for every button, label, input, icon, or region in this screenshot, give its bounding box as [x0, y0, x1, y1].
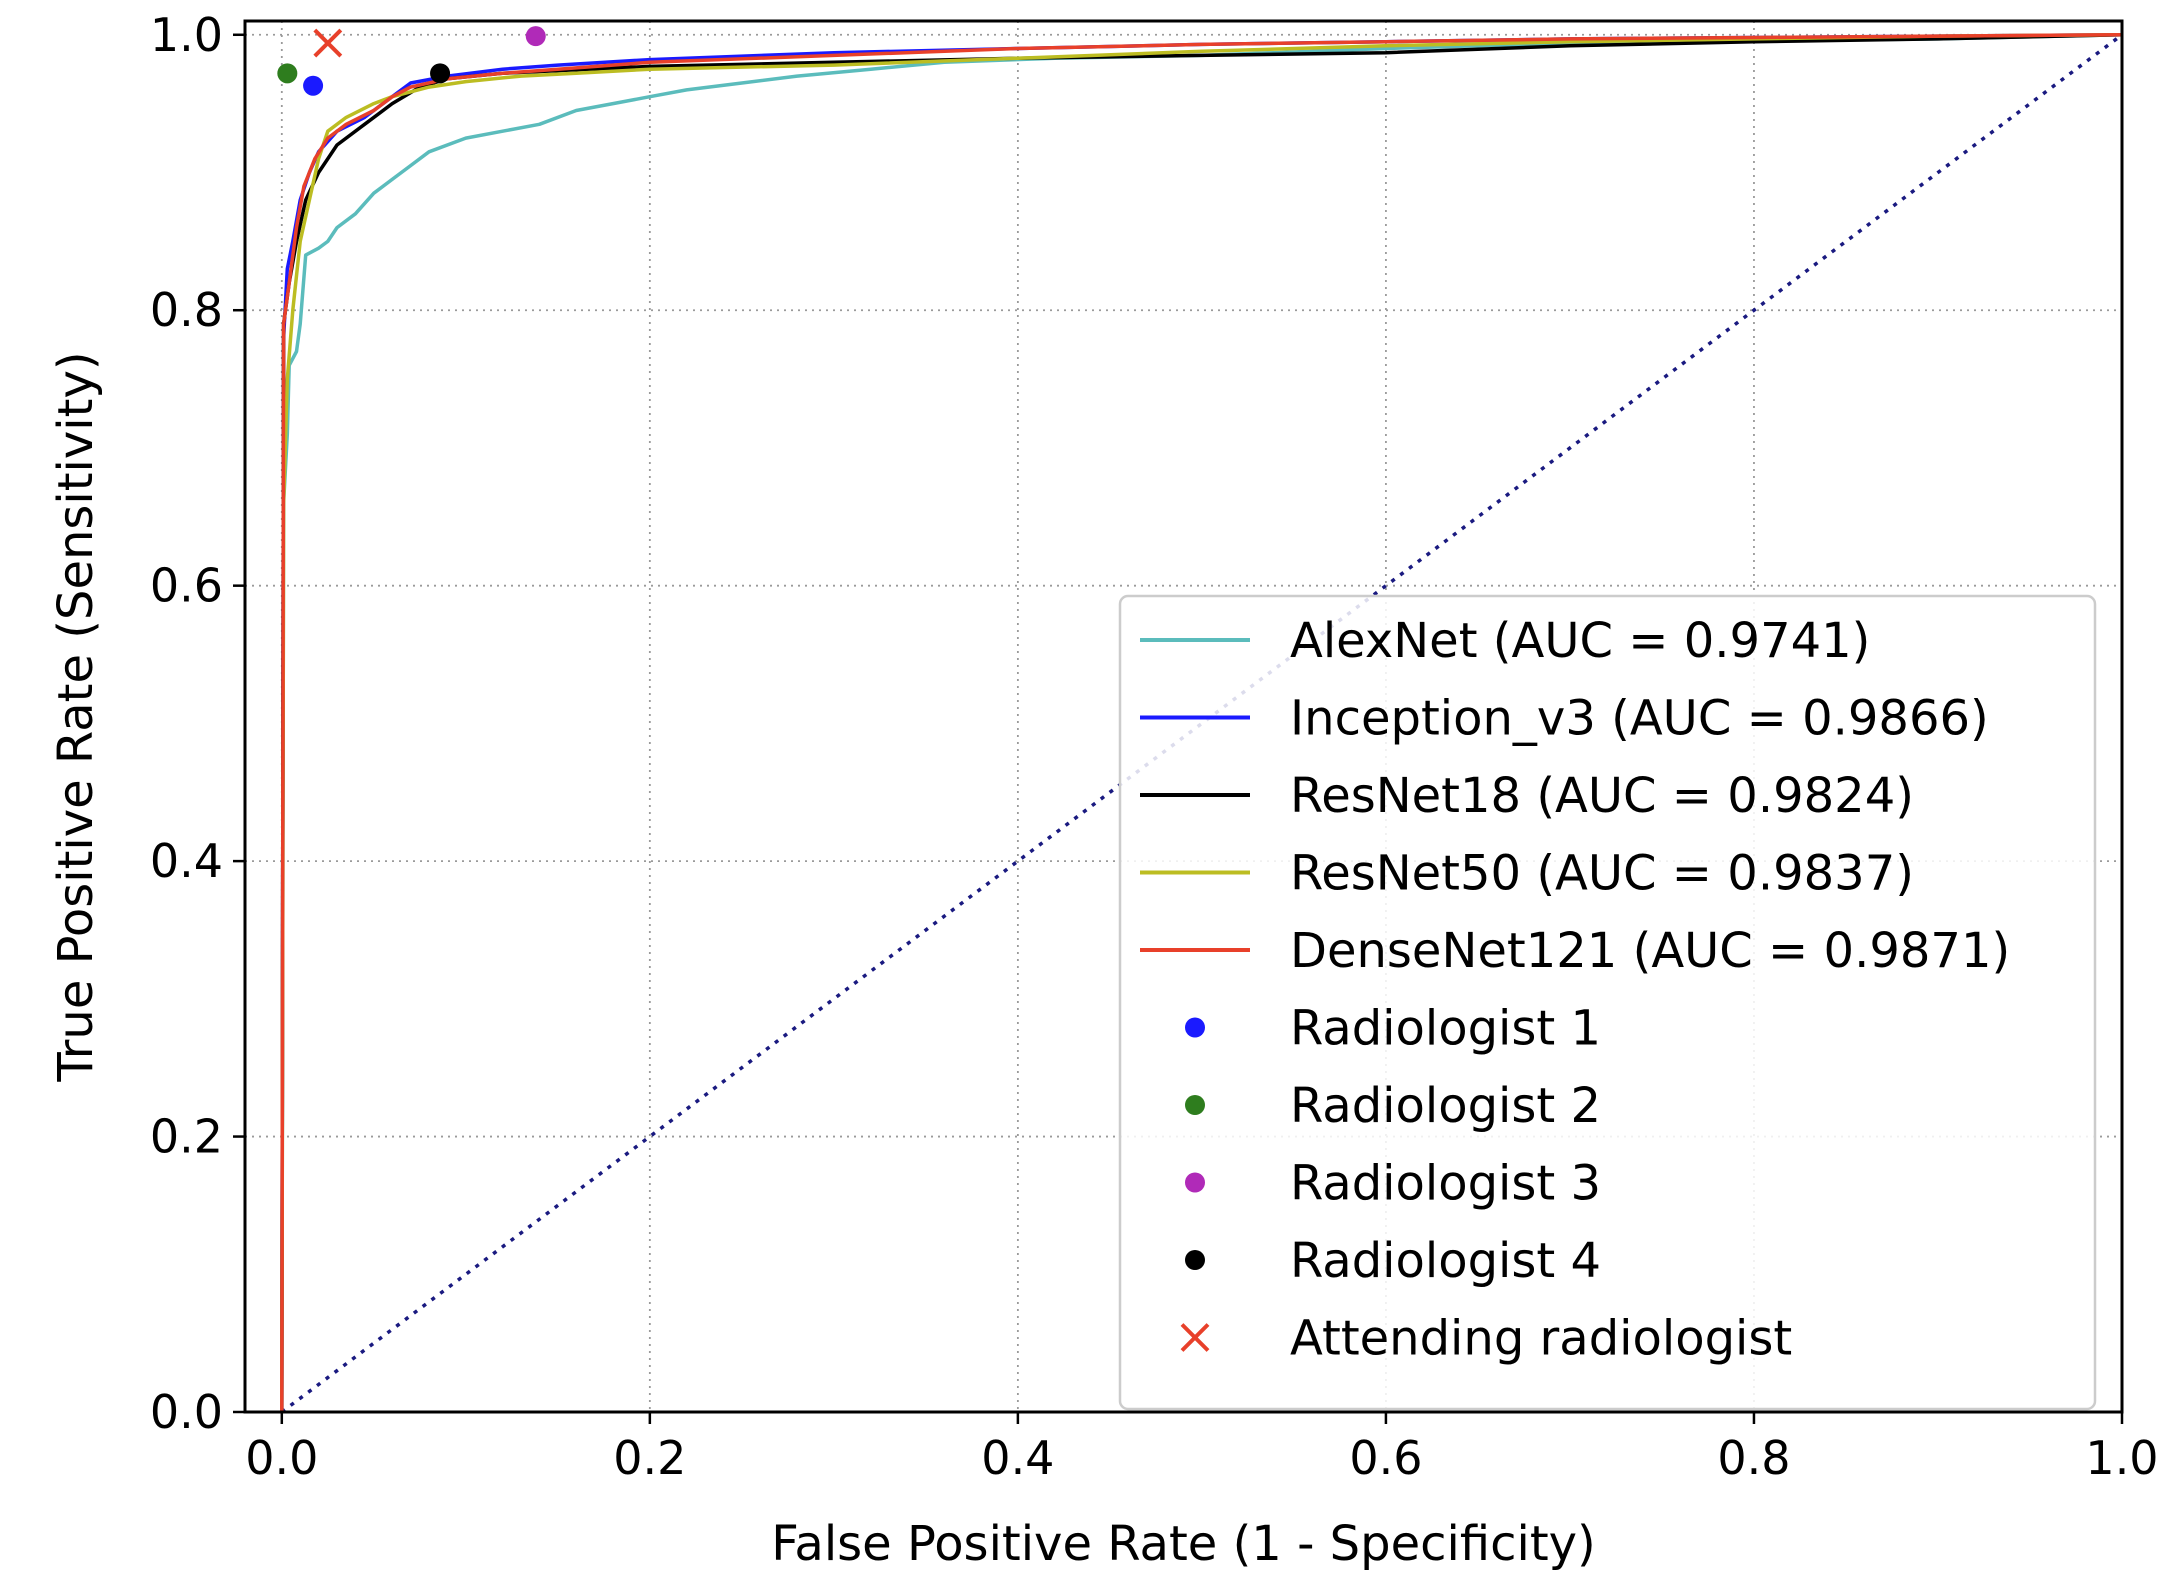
legend-swatch	[1185, 1172, 1205, 1193]
y-tick-label: 0.0	[150, 1385, 223, 1439]
x-tick-label: 0.0	[245, 1431, 318, 1485]
x-tick-label: 0.8	[1717, 1431, 1790, 1485]
y-tick-label: 0.6	[150, 559, 223, 613]
marker-radiologist-1	[303, 75, 324, 96]
legend-swatch	[1185, 1017, 1205, 1038]
marker-radiologist-4	[430, 63, 451, 84]
y-tick-label: 0.4	[150, 834, 223, 888]
x-tick-label: 0.2	[613, 1431, 686, 1485]
legend-label: DenseNet121 (AUC = 0.9871)	[1290, 923, 2010, 979]
marker-radiologist-2	[277, 63, 298, 84]
x-tick-label: 0.4	[981, 1431, 1054, 1485]
x-axis-label: False Positive Rate (1 - Specificity)	[771, 1516, 1596, 1572]
y-tick-label: 1.0	[150, 8, 223, 62]
roc-line-resnet50	[280, 33, 2123, 1413]
legend-label: ResNet18 (AUC = 0.9824)	[1290, 768, 1914, 824]
chance-diagonal	[280, 33, 2124, 1414]
legend-label: Radiologist 4	[1290, 1233, 1601, 1289]
x-tick-label: 1.0	[2085, 1431, 2158, 1485]
y-tick-label: 0.8	[150, 283, 223, 337]
legend-label: Radiologist 1	[1290, 1001, 1601, 1057]
radiologist-markers	[277, 26, 546, 96]
legend-swatch	[1185, 1250, 1205, 1270]
marker-attending-radiologist	[313, 28, 343, 58]
legend-label: ResNet50 (AUC = 0.9837)	[1290, 846, 1914, 902]
legend-box	[1118, 594, 2097, 1411]
legend-label: Attending radiologist	[1290, 1311, 1792, 1367]
legend-label: Radiologist 2	[1290, 1078, 1601, 1134]
chance-line	[280, 33, 2124, 1414]
legend-label: Radiologist 3	[1290, 1156, 1601, 1212]
legend-swatch	[1185, 1095, 1205, 1115]
legend: AlexNet (AUC = 0.9741) Inception_v3 (AUC …	[1118, 594, 2097, 1411]
plot-frame	[243, 19, 2124, 1414]
legend-label: Inception_v3 (AUC = 0.9866)	[1290, 691, 1989, 747]
legend-label: AlexNet (AUC = 0.9741)	[1290, 613, 1870, 669]
y-axis-label: True Positive Rate (Sensitivity)	[48, 351, 104, 1082]
x-tick-label: 0.6	[1349, 1431, 1422, 1485]
legend-swatch	[1180, 1323, 1210, 1352]
y-tick-label: 0.2	[150, 1110, 223, 1164]
roc-line-alexnet	[280, 33, 2123, 1413]
axis-ticks: 0.0 0.2 0.4 0.6 0.8 1.0 0.0 0.2 0.4 0.6 0.8 1.0	[150, 8, 2159, 1485]
marker-radiologist-3	[525, 26, 546, 47]
